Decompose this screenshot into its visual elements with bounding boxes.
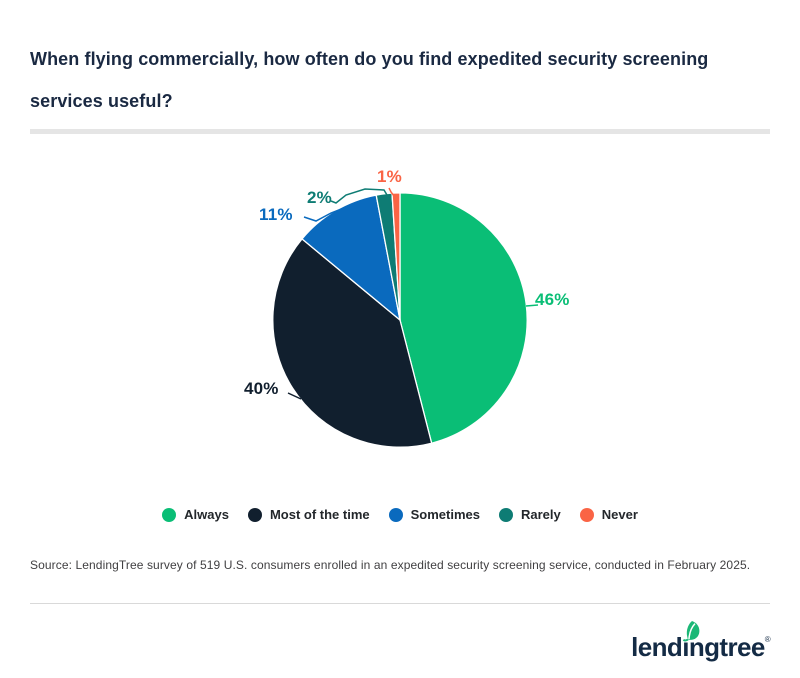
legend-label-always: Always: [184, 507, 229, 522]
legend-item-rarely: Rarely: [498, 507, 561, 522]
footer: lendıngtree®: [0, 604, 800, 663]
brand-logo: lendıngtree®: [631, 620, 771, 663]
legend-label-sometimes: Sometimes: [410, 507, 480, 522]
header: When flying commercially, how often do y…: [0, 0, 800, 122]
data-label-most-of-the-time: 40%: [244, 379, 279, 398]
data-label-always: 46%: [535, 290, 570, 309]
chart-title: When flying commercially, how often do y…: [30, 38, 770, 122]
pie-slice-most-of-the-time: [272, 238, 433, 448]
legend-item-never: Never: [579, 507, 638, 522]
legend-dot-sometimes-icon: [388, 507, 403, 522]
registered-trademark: ®: [764, 635, 771, 644]
title-divider: [30, 129, 770, 134]
chart-title-line-1: When flying commercially, how often do y…: [30, 49, 709, 69]
legend-item-sometimes: Sometimes: [388, 507, 480, 522]
legend-dot-never-icon: [579, 507, 594, 522]
pie-chart-area: 46% 40% 11% 2% 1%: [0, 143, 800, 493]
legend: Always Most of the time Sometimes Rarely…: [0, 507, 800, 522]
data-label-rarely: 2%: [307, 188, 332, 207]
pie-slice-always: [399, 192, 528, 444]
footer-divider: [30, 603, 770, 604]
legend-label-most-of-the-time: Most of the time: [269, 507, 370, 522]
legend-item-always: Always: [162, 507, 229, 522]
legend-dot-rarely-icon: [498, 507, 513, 522]
legend-label-rarely: Rarely: [520, 507, 561, 522]
legend-label-never: Never: [601, 507, 638, 522]
chart-title-line-2: services useful?: [30, 91, 173, 111]
data-label-sometimes: 11%: [259, 205, 293, 224]
source-note: Source: LendingTree survey of 519 U.S. c…: [30, 558, 751, 572]
pie-chart: [272, 192, 528, 448]
brand-wordmark: lendıngtree®: [631, 632, 770, 662]
legend-dot-always-icon: [162, 507, 177, 522]
leaf-icon: [682, 621, 700, 642]
data-label-never: 1%: [377, 167, 402, 186]
legend-item-most-of-the-time: Most of the time: [247, 507, 370, 522]
legend-dot-most-of-the-time-icon: [247, 507, 262, 522]
